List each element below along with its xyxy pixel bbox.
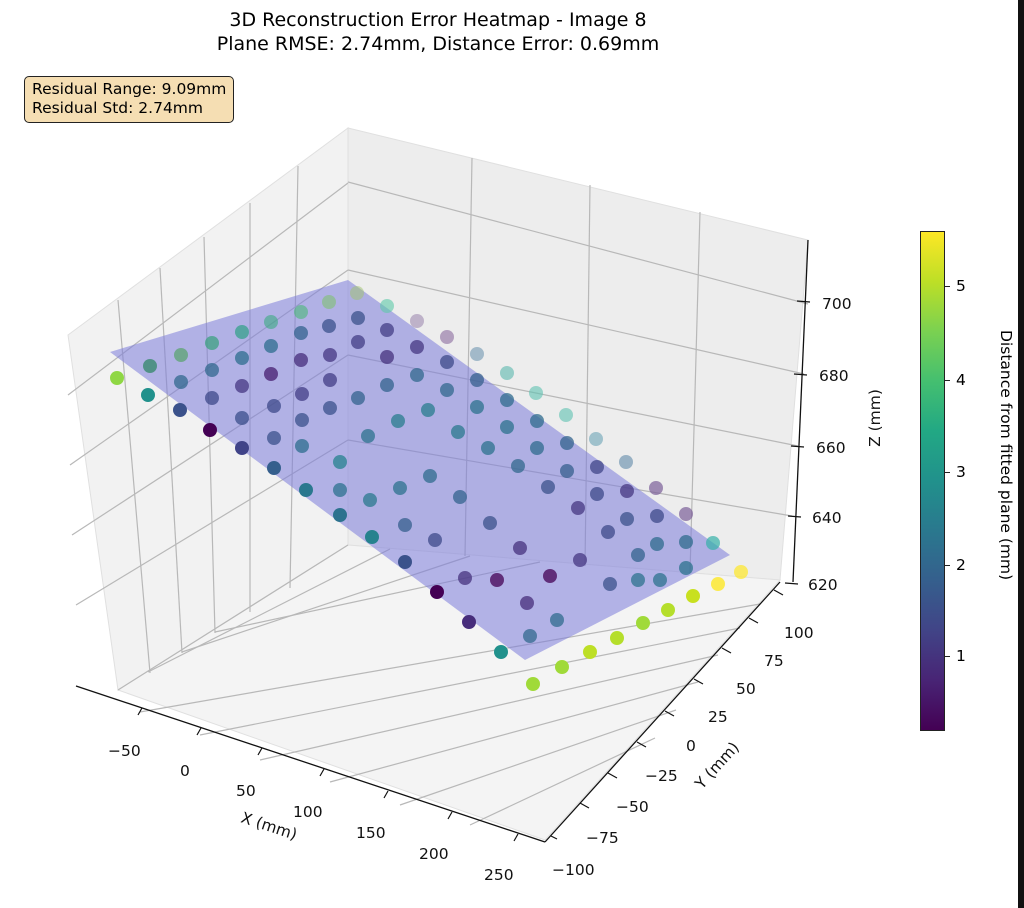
residual-info-box: Residual Range: 9.09mm Residual Std: 2.7… — [24, 76, 235, 123]
colorbar-tick-2: 2 — [956, 556, 966, 574]
y-axis-line — [544, 581, 781, 843]
y-tick--75: −75 — [586, 829, 619, 847]
chart-title-line1: 3D Reconstruction Error Heatmap - Image … — [229, 9, 647, 31]
z-axis-line — [792, 239, 809, 583]
x-tick-0: 0 — [180, 762, 190, 780]
colorbar-tick — [944, 656, 950, 657]
chart-subtitle: Plane RMSE: 2.74mm, Distance Error: 0.69… — [216, 33, 660, 55]
x-axis-label: X (mm) — [239, 809, 300, 844]
z-tick-660: 660 — [816, 439, 846, 457]
x-tick-150: 150 — [356, 824, 386, 842]
chart-title: 3D Reconstruction Error Heatmap - Image … — [0, 8, 876, 56]
x-axis-line — [75, 685, 546, 843]
colorbar-tick-1: 1 — [956, 647, 966, 665]
data-points — [110, 286, 748, 691]
colorbar-tick-5: 5 — [956, 277, 966, 295]
window-edge — [1018, 0, 1024, 908]
colorbar-tick — [944, 472, 950, 473]
colorbar-tick — [944, 380, 950, 381]
x-tick--50: −50 — [108, 742, 141, 760]
z-tick-680: 680 — [819, 367, 849, 385]
residual-range-text: Residual Range: 9.09mm — [32, 80, 227, 98]
x-tick-50: 50 — [236, 782, 256, 800]
y-tick-100: 100 — [784, 624, 814, 642]
colorbar-tick — [944, 286, 950, 287]
y-tick-75: 75 — [764, 652, 784, 670]
y-tick--25: −25 — [645, 767, 678, 785]
y-axis-label: Y (mm) — [691, 739, 743, 794]
colorbar-tick — [944, 565, 950, 566]
x-tick-250: 250 — [484, 866, 514, 884]
colorbar-label: Distance from fitted plane (mm) — [997, 330, 1015, 581]
y-tick--100: −100 — [552, 861, 595, 879]
3d-plot-area: 700 680 660 640 620 Z (mm) −50 0 50 100 … — [67, 127, 884, 884]
y-tick-25: 25 — [708, 708, 728, 726]
x-tick-200: 200 — [419, 845, 449, 863]
y-tick-50: 50 — [736, 680, 756, 698]
z-tick-640: 640 — [812, 509, 842, 527]
z-axis-label: Z (mm) — [866, 389, 884, 447]
colorbar — [920, 231, 945, 731]
z-tick-620: 620 — [808, 576, 838, 594]
residual-std-text: Residual Std: 2.74mm — [32, 99, 203, 117]
colorbar-tick-3: 3 — [956, 463, 966, 481]
z-tick-700: 700 — [822, 295, 852, 313]
colorbar-tick-4: 4 — [956, 371, 966, 389]
x-tick-100: 100 — [293, 803, 323, 821]
y-tick--50: −50 — [616, 798, 649, 816]
y-tick-0: 0 — [686, 737, 696, 755]
